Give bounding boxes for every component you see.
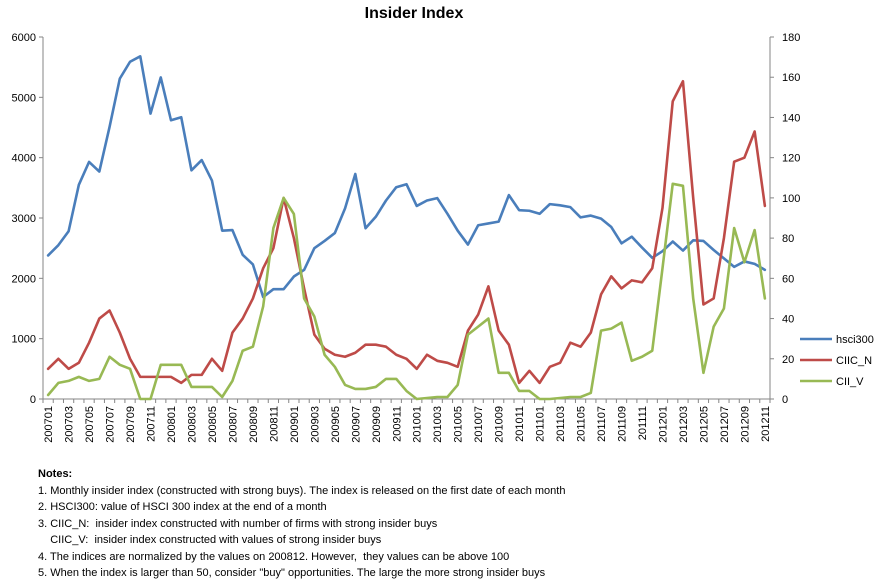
x-tick-label: 201011 — [514, 406, 526, 442]
x-tick-label: 200701 — [43, 406, 55, 443]
x-tick-label: 200707 — [105, 406, 117, 443]
notes-heading: Notes: — [38, 468, 73, 480]
series-line-ciic-n — [46, 79, 767, 385]
x-tick-label: 201201 — [657, 406, 669, 443]
x-tick-label: 200901 — [289, 406, 301, 443]
x-tick-label: 200807 — [227, 406, 239, 443]
x-tick-label: 201211 — [760, 406, 772, 442]
x-tick-label: 200907 — [350, 406, 362, 443]
x-tick-label: 200805 — [207, 406, 219, 443]
legend-label: CIIC_N — [836, 355, 872, 367]
left-tick-label: 0 — [30, 394, 36, 406]
x-tick-label: 201103 — [555, 406, 567, 442]
x-tick-label: 201205 — [698, 406, 710, 443]
x-tick-label: 201111 — [637, 406, 649, 440]
x-tick-label: 201101 — [535, 406, 547, 442]
x-tick-label: 200703 — [64, 406, 76, 443]
right-tick-label: 120 — [782, 153, 800, 165]
series-lines — [46, 55, 767, 401]
legend-label: CII_V — [836, 376, 864, 388]
left-tick-label: 2000 — [12, 273, 36, 285]
right-tick-label: 140 — [782, 112, 800, 124]
legend-label: hsci300 — [836, 334, 874, 346]
right-tick-label: 100 — [782, 193, 800, 205]
note-line-5: 5. When the index is larger than 50, con… — [38, 567, 546, 579]
x-tick-label: 201009 — [494, 406, 506, 443]
note-line-3b: CIIC_V: insider index constructed with v… — [38, 534, 382, 546]
x-axis: 200701 200703 200705 200707 200709 200711 2008… — [42, 399, 772, 443]
x-tick-label: 200709 — [125, 406, 137, 443]
note-line-4: 4. The indices are normalized by the val… — [38, 550, 510, 563]
right-tick-label: 60 — [782, 273, 794, 285]
left-y-axis: 0 1000 2000 3000 4000 5000 6000 — [12, 32, 43, 406]
x-tick-label: 200705 — [84, 406, 96, 443]
x-tick-label: 201007 — [473, 406, 485, 443]
chart-title: Insider Index — [365, 5, 464, 22]
x-tick-label: 201207 — [719, 406, 731, 443]
note-line-1: 1. Monthly insider index (constructed wi… — [38, 484, 566, 497]
right-tick-label: 80 — [782, 233, 794, 245]
series-line-cii-v — [46, 182, 767, 401]
x-tick-label: 201109 — [617, 406, 629, 442]
x-tick-label: 200803 — [186, 406, 198, 443]
right-tick-label: 20 — [782, 354, 794, 366]
series-line-hsci300 — [46, 55, 767, 299]
right-tick-label: 160 — [782, 72, 800, 84]
note-line-2: 2. HSCI300: value of HSCI 300 index at t… — [38, 501, 327, 513]
right-y-axis: 0 20 40 60 80 100 120 140 160 180 — [770, 32, 800, 406]
x-tick-label: 200905 — [330, 406, 342, 443]
x-tick-label: 200809 — [248, 406, 260, 443]
x-tick-label: 201003 — [432, 406, 444, 443]
left-tick-label: 3000 — [12, 213, 36, 225]
right-tick-label: 40 — [782, 314, 794, 326]
left-tick-label: 4000 — [12, 153, 36, 165]
x-tick-label: 200811 — [268, 406, 280, 442]
left-tick-label: 1000 — [12, 334, 36, 346]
x-tick-label: 200911 — [391, 406, 403, 442]
x-tick-label: 201105 — [576, 406, 588, 442]
x-tick-label: 201005 — [453, 406, 465, 443]
right-tick-label: 0 — [782, 394, 788, 406]
x-tick-label: 200801 — [166, 406, 178, 443]
right-tick-label: 180 — [782, 32, 800, 44]
x-tick-label: 200711 — [146, 406, 158, 442]
x-tick-label: 201001 — [412, 406, 424, 443]
x-tick-label: 200903 — [309, 406, 321, 443]
x-tick-label: 201209 — [739, 406, 751, 443]
notes: Notes: 1. Monthly insider index (constru… — [38, 466, 858, 582]
left-tick-label: 6000 — [12, 32, 36, 44]
x-tick-label: 200909 — [371, 406, 383, 443]
note-line-3: 3. CIIC_N: insider index constructed wit… — [38, 517, 438, 530]
insider-index-chart: Insider Index 0100020003000400050006000 … — [12, 5, 874, 443]
legend: hsci300 CIIC_N CII_V — [800, 334, 874, 388]
x-tick-label: 201203 — [678, 406, 690, 443]
x-tick-label: 201107 — [596, 406, 608, 442]
left-tick-label: 5000 — [12, 92, 36, 104]
